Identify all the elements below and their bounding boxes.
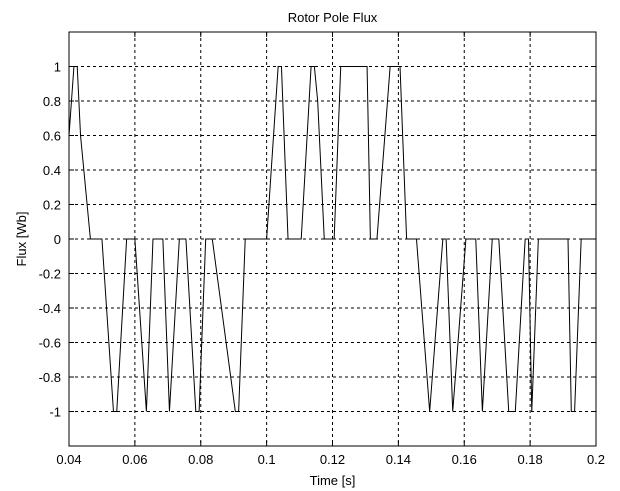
x-tick-label: 0.04: [56, 452, 81, 467]
x-tick-label: 0.08: [188, 452, 213, 467]
y-tick-label: 0.2: [43, 198, 61, 213]
y-tick-label: 0.4: [43, 163, 61, 178]
x-tick-label: 0.06: [122, 452, 147, 467]
x-tick-label: 0.12: [320, 452, 345, 467]
x-tick-label: 0.2: [587, 452, 605, 467]
flux-series-line: [68, 66, 596, 412]
y-tick-label: -0.8: [39, 370, 61, 385]
x-axis-ticks: 0.04 0.06 0.08 0.1 0.12 0.14 0.16 0.18 0.2: [56, 32, 605, 467]
y-axis-label: Flux [Wb]: [14, 212, 29, 267]
chart-title: Rotor Pole Flux: [288, 10, 378, 25]
x-tick-label: 0.1: [258, 452, 276, 467]
y-tick-label: 0.8: [43, 94, 61, 109]
y-tick-label: 1: [54, 60, 61, 75]
x-axis-label: Time [s]: [310, 473, 356, 488]
y-tick-label: 0: [54, 232, 61, 247]
y-tick-label: -0.4: [39, 301, 61, 316]
series-group: [68, 66, 596, 412]
y-tick-label: -0.2: [39, 267, 61, 282]
x-tick-label: 0.14: [386, 452, 411, 467]
x-tick-label: 0.18: [517, 452, 542, 467]
y-axis-ticks: 1 0.8 0.6 0.4 0.2 0 -0.2 -0.4 -0.6 -0.8 -1: [39, 60, 596, 420]
y-tick-label: 0.6: [43, 129, 61, 144]
y-tick-label: -0.6: [39, 336, 61, 351]
x-tick-label: 0.16: [452, 452, 477, 467]
y-tick-label: -1: [49, 405, 61, 420]
